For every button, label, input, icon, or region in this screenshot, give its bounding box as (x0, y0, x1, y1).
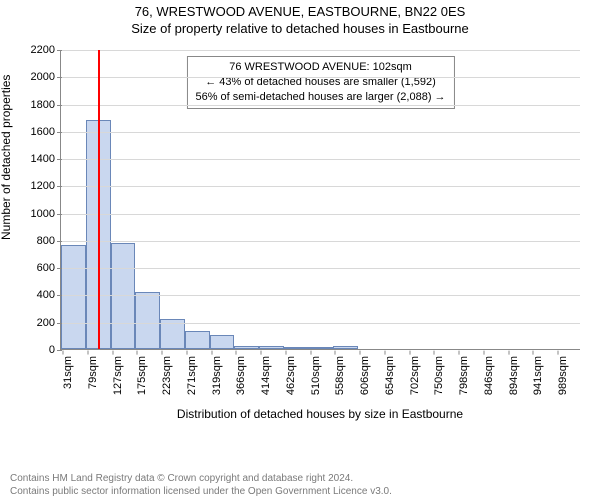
y-tick-label: 1600 (31, 126, 61, 138)
attribution-line-2: Contains public sector information licen… (10, 486, 600, 499)
plot-region: 76 WRESTWOOD AVENUE: 102sqm ← 43% of det… (60, 50, 580, 350)
x-tick-label: 750sqm (433, 356, 445, 395)
marker-info-box: 76 WRESTWOOD AVENUE: 102sqm ← 43% of det… (186, 56, 454, 109)
gridline-h (61, 323, 580, 324)
y-tick-label: 400 (37, 289, 61, 301)
x-tick-label: 127sqm (112, 356, 124, 395)
y-axis-label: Number of detached properties (0, 75, 13, 240)
chart-title: 76, WRESTWOOD AVENUE, EASTBOURNE, BN22 0… (0, 4, 600, 19)
x-tick-label: 175sqm (136, 356, 148, 395)
histogram-bar (210, 335, 235, 349)
y-tick-label: 2200 (31, 44, 61, 56)
gridline-h (61, 268, 580, 269)
x-tick-label: 510sqm (310, 356, 322, 395)
histogram-bar (284, 347, 309, 349)
marker-line (98, 50, 100, 349)
gridline-h (61, 186, 580, 187)
histogram-bar (61, 245, 86, 349)
y-tick-label: 800 (37, 235, 61, 247)
y-tick-label: 600 (37, 262, 61, 274)
chart-header: 76, WRESTWOOD AVENUE, EASTBOURNE, BN22 0… (0, 0, 600, 36)
x-tick-label: 606sqm (359, 356, 371, 395)
x-tick-label: 702sqm (409, 356, 421, 395)
x-tick-label: 271sqm (186, 356, 198, 395)
x-tick-label: 366sqm (235, 356, 247, 395)
x-tick-label: 846sqm (483, 356, 495, 395)
chart-area: Number of detached properties 76 WRESTWO… (0, 40, 600, 440)
histogram-bar (234, 346, 259, 349)
x-tick-label: 31sqm (62, 356, 74, 389)
y-tick-label: 1200 (31, 180, 61, 192)
x-axis-label: Distribution of detached houses by size … (60, 407, 580, 421)
histogram-bar (135, 292, 160, 349)
y-tick-label: 200 (37, 317, 61, 329)
info-line-3: 56% of semi-detached houses are larger (… (195, 90, 445, 105)
y-tick-label: 1400 (31, 153, 61, 165)
x-tick-label: 989sqm (557, 356, 569, 395)
x-tick-label: 319sqm (211, 356, 223, 395)
x-tick-label: 941sqm (532, 356, 544, 395)
histogram-bar (309, 347, 334, 349)
attribution-block: Contains HM Land Registry data © Crown c… (0, 473, 600, 498)
y-tick-label: 2000 (31, 71, 61, 83)
gridline-h (61, 132, 580, 133)
gridline-h (61, 214, 580, 215)
x-tick-label: 79sqm (87, 356, 99, 389)
gridline-h (61, 105, 580, 106)
x-ticks-container: Distribution of detached houses by size … (60, 352, 580, 432)
x-tick-label: 414sqm (260, 356, 272, 395)
info-line-1: 76 WRESTWOOD AVENUE: 102sqm (195, 60, 445, 75)
gridline-h (61, 50, 580, 51)
chart-subtitle: Size of property relative to detached ho… (0, 21, 600, 36)
y-tick-label: 1800 (31, 99, 61, 111)
x-tick-label: 654sqm (384, 356, 396, 395)
y-tick-label: 1000 (31, 208, 61, 220)
x-tick-label: 894sqm (508, 356, 520, 395)
histogram-bar (259, 346, 284, 349)
attribution-line-1: Contains HM Land Registry data © Crown c… (10, 473, 600, 486)
histogram-bar (185, 331, 210, 349)
x-tick-label: 798sqm (458, 356, 470, 395)
x-tick-label: 462sqm (285, 356, 297, 395)
gridline-h (61, 159, 580, 160)
gridline-h (61, 241, 580, 242)
x-tick-label: 558sqm (334, 356, 346, 395)
gridline-h (61, 295, 580, 296)
x-tick-label: 223sqm (161, 356, 173, 395)
histogram-bar (333, 346, 358, 349)
gridline-h (61, 77, 580, 78)
